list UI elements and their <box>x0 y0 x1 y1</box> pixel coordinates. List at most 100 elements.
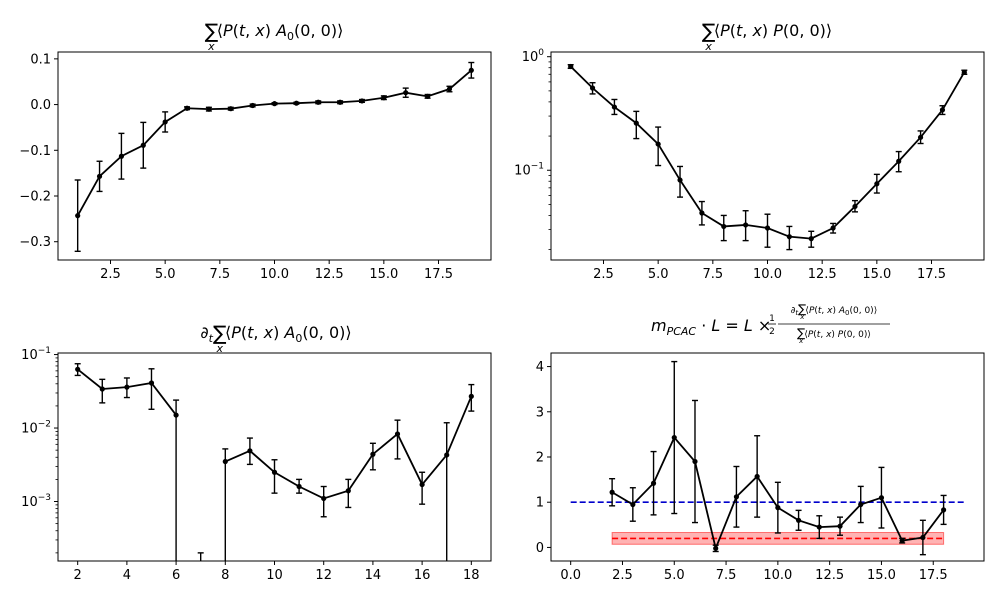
data-point <box>961 69 967 75</box>
data-area <box>570 360 965 556</box>
data-point <box>315 99 321 105</box>
x-tick-label: 2.5 <box>100 267 121 282</box>
data-point <box>148 380 155 386</box>
data-point <box>764 225 771 231</box>
data-point <box>899 538 905 544</box>
x-tick-label: 7.5 <box>209 267 230 282</box>
y-tick-label: −0.1 <box>19 144 51 159</box>
data-point <box>271 101 278 107</box>
data-point <box>140 142 146 148</box>
y-tick-label: 2 <box>536 451 544 466</box>
x-tick-label: 10.0 <box>260 267 289 282</box>
data-point <box>293 100 299 106</box>
data-point <box>677 177 683 183</box>
data-point <box>370 451 376 457</box>
title-half-num: 1 <box>769 314 775 324</box>
data-area <box>74 61 475 253</box>
panel-0-marks: 2.5 5.0 7.5 10.0 12.5 15.0 17.5 −0.3 −0.2 −0.1 0.0… <box>19 52 475 282</box>
data-point <box>941 507 947 513</box>
data-point <box>808 236 814 242</box>
x-tick-label: 7.5 <box>702 267 723 282</box>
x-tick-label: 17.5 <box>919 568 948 583</box>
data-point <box>75 213 81 219</box>
data-point <box>733 494 740 500</box>
x-tick-label: 17.5 <box>424 267 453 282</box>
data-point <box>692 458 698 465</box>
panel-bottom-left: ∂t∑ x⟨P(t, x) A0(0, 0)⟩ <box>57 321 492 562</box>
data-point <box>162 119 168 125</box>
data-point <box>173 412 179 418</box>
data-point <box>468 67 474 73</box>
data-point <box>609 489 615 495</box>
x-tick-label: 10.0 <box>753 267 782 282</box>
data-point <box>795 517 802 523</box>
title-half-den: 2 <box>769 327 775 337</box>
x-tick-label: 4 <box>123 568 131 583</box>
y-tick-label: 10−3 <box>21 493 51 510</box>
chart-title: mPCAC · L = L × 1 2 ∂t∑ x⟨P(t, x) A0(0, 0… <box>651 302 890 345</box>
data-point <box>75 366 81 372</box>
x-tick-label: 10 <box>266 568 283 583</box>
axes-frame <box>57 352 492 562</box>
data-point <box>403 90 409 96</box>
data-point <box>359 98 365 104</box>
data-point <box>786 234 792 240</box>
x-tick-label: 12 <box>315 568 332 583</box>
y-tick-label: 1 <box>536 496 544 511</box>
data-point <box>99 386 105 392</box>
x-tick-label: 15.0 <box>369 267 398 282</box>
x-tick-label: 5.0 <box>664 568 685 583</box>
x-tick-label: 0.0 <box>560 568 581 583</box>
x-tick-label: 5.0 <box>648 267 669 282</box>
data-point <box>419 481 425 488</box>
series-line <box>570 65 966 240</box>
x-tick-label: 14 <box>365 568 382 583</box>
title-numerator: ∂t∑ x⟨P(t, x) A0(0, 0)⟩ <box>791 302 877 321</box>
data-point <box>917 134 924 140</box>
x-tick-label: 12.5 <box>815 568 844 583</box>
x-tick-label: 18 <box>463 568 480 583</box>
data-point <box>345 488 351 494</box>
data-point <box>250 102 256 109</box>
data-point <box>896 158 902 164</box>
data-point <box>589 85 596 91</box>
data-point <box>381 95 387 101</box>
y-tick-label: 0 <box>536 541 544 556</box>
panel-3-marks: 0.0 2.5 5.0 7.5 10.0 12.5 15.0 17.5 0 1 2 3 4 <box>536 360 965 583</box>
y-tick-label: 10−1 <box>21 346 51 363</box>
series-line <box>76 69 472 217</box>
y-tick-label: −0.2 <box>19 190 51 205</box>
data-point <box>874 181 880 187</box>
panel-bottom-right: mPCAC · L = L × 1 2 ∂t∑ x⟨P(t, x) A0(0, 0… <box>550 302 985 562</box>
x-tick-label: 7.5 <box>716 568 737 583</box>
data-point <box>754 473 760 480</box>
data-point <box>611 104 618 110</box>
x-tick-label: 16 <box>414 568 431 583</box>
y-tick-label: 10−1 <box>514 162 544 179</box>
data-point <box>633 120 639 126</box>
data-point <box>444 452 450 458</box>
y-tick-label: 3 <box>536 405 544 420</box>
title-denominator: ∑ x⟨P(t, x) P(0, 0)⟩ <box>797 326 871 345</box>
axes-frame <box>550 352 985 562</box>
data-point <box>568 63 574 70</box>
data-point <box>816 524 822 530</box>
title-lhs: mPCAC · L = L × <box>651 316 771 338</box>
data-point <box>271 469 278 475</box>
data-point <box>394 431 401 437</box>
y-tick-label: −0.3 <box>19 235 51 250</box>
plot-layer: 2.5 5.0 7.5 10.0 12.5 15.0 17.5−0.3−0.2−0.10.0… <box>19 48 968 583</box>
data-point <box>920 534 926 541</box>
x-tick-label: 15.0 <box>862 267 891 282</box>
data-point <box>247 448 253 454</box>
data-point <box>671 434 677 441</box>
data-point <box>939 107 946 113</box>
y-tick-label: 0.1 <box>30 52 51 67</box>
data-point <box>837 523 843 529</box>
y-tick-label: 10−2 <box>21 420 51 437</box>
data-point <box>743 222 749 228</box>
chart-title: ∑ x⟨P(t, x) A0(0, 0)⟩ <box>205 19 344 53</box>
x-tick-label: 17.5 <box>917 267 946 282</box>
data-area <box>74 363 475 561</box>
